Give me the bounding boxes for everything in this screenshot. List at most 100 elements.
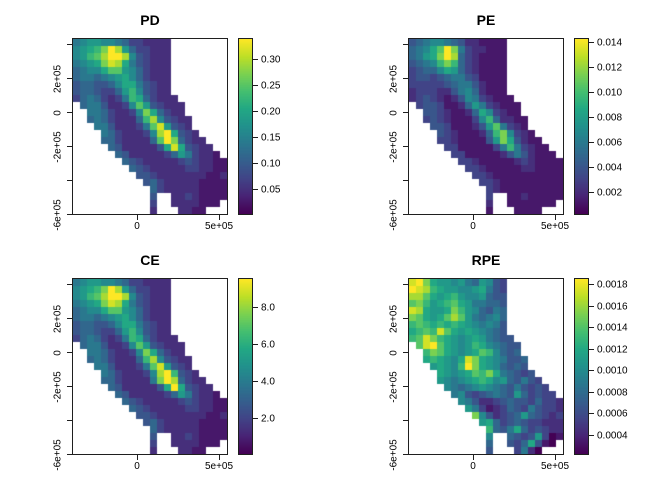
y-tick [403, 352, 408, 353]
colorbar-tick [589, 117, 594, 118]
y-tick [403, 284, 408, 285]
colorbar-tick [589, 42, 594, 43]
y-tick-label: -6e+05 [52, 199, 64, 231]
colorbar-tick [253, 344, 258, 345]
colorbar-tick-label: 6.0 [261, 339, 275, 351]
y-tick [67, 352, 72, 353]
plot-area-rpe [408, 278, 564, 455]
colorbar-tick-label: 0.0018 [597, 279, 628, 291]
colorbar-tick-label: 0.010 [597, 87, 623, 99]
panel-ce: CE 2e+05 0 -2e+05 -6e+05 0 5e+05 2.0 4.0 6.0 8.0 [0, 240, 336, 480]
y-tick-label: -2e+05 [52, 371, 64, 403]
panel-title-pe: PE [476, 12, 496, 28]
x-tick [473, 455, 474, 460]
colorbar-rpe [574, 278, 589, 455]
colorbar-tick [589, 306, 594, 307]
y-tick-label: 0 [388, 350, 400, 356]
colorbar-tick-label: 0.004 [597, 162, 623, 174]
y-tick [67, 318, 72, 319]
y-tick [67, 44, 72, 45]
y-tick [403, 112, 408, 113]
colorbar-pe [574, 38, 589, 215]
y-tick [403, 386, 408, 387]
colorbar-tick [253, 111, 258, 112]
raster-heatmap-pe [409, 39, 563, 214]
x-tick [219, 455, 220, 460]
y-tick [403, 180, 408, 181]
colorbar-tick [253, 307, 258, 308]
y-tick-label: -2e+05 [388, 371, 400, 403]
colorbar-tick [589, 413, 594, 414]
colorbar-tick-label: 0.0008 [597, 387, 628, 399]
colorbar-tick [589, 370, 594, 371]
x-tick [137, 455, 138, 460]
plot-area-pe [408, 38, 564, 215]
colorbar-tick-label: 0.006 [597, 137, 623, 149]
colorbar-tick [589, 167, 594, 168]
colorbar-tick [253, 137, 258, 138]
colorbar-tick [589, 349, 594, 350]
y-tick [67, 180, 72, 181]
colorbar-tick-label: 8.0 [261, 302, 275, 314]
y-tick-label: 2e+05 [388, 304, 400, 334]
colorbar-tick-label: 2.0 [261, 413, 275, 425]
y-tick-label: -6e+05 [52, 439, 64, 471]
x-tick [473, 215, 474, 220]
colorbar-tick-label: 0.25 [261, 80, 281, 92]
raster-heatmap-pd [73, 39, 227, 214]
colorbar-ce [238, 278, 253, 455]
y-tick [403, 146, 408, 147]
colorbar-tick [589, 92, 594, 93]
colorbar-tick [253, 163, 258, 164]
y-tick [67, 214, 72, 215]
colorbar-tick [253, 418, 258, 419]
y-tick-label: -2e+05 [52, 131, 64, 163]
panel-pd: PD 2e+05 0 -2e+05 -6e+05 0 5e+05 0.05 0.10 0.15 0… [0, 0, 336, 240]
raster-heatmap-rpe [409, 279, 563, 454]
y-tick-label: 2e+05 [52, 64, 64, 94]
colorbar-tick-label: 0.05 [261, 184, 281, 196]
colorbar-tick-label: 0.0006 [597, 408, 628, 420]
colorbar-tick-label: 0.0004 [597, 430, 628, 442]
colorbar-tick-label: 0.002 [597, 187, 623, 199]
colorbar-tick-label: 4.0 [261, 376, 275, 388]
colorbar-tick-label: 0.0012 [597, 344, 628, 356]
colorbar-tick-label: 0.0010 [597, 365, 628, 377]
x-tick [137, 215, 138, 220]
y-tick-label: 2e+05 [52, 304, 64, 334]
x-tick-label: 0 [470, 221, 476, 232]
y-tick-label: -6e+05 [388, 439, 400, 471]
y-tick [67, 146, 72, 147]
colorbar-tick-label: 0.012 [597, 62, 623, 74]
colorbar-tick [253, 59, 258, 60]
y-tick-label: -6e+05 [388, 199, 400, 231]
colorbar-tick-label: 0.008 [597, 112, 623, 124]
y-tick-label: 0 [388, 110, 400, 116]
y-tick [403, 420, 408, 421]
y-tick [67, 420, 72, 421]
x-tick [219, 215, 220, 220]
y-tick [67, 386, 72, 387]
colorbar-tick-label: 0.30 [261, 54, 281, 66]
panel-title-rpe: RPE [471, 252, 501, 268]
y-tick [67, 284, 72, 285]
colorbar-tick [589, 435, 594, 436]
colorbar-tick [253, 189, 258, 190]
colorbar-tick [589, 327, 594, 328]
x-tick-label: 5e+05 [204, 221, 234, 232]
colorbar-tick-label: 0.15 [261, 132, 281, 144]
colorbar-tick [253, 85, 258, 86]
colorbar-tick [253, 381, 258, 382]
colorbar-tick [589, 284, 594, 285]
x-tick [555, 455, 556, 460]
colorbar-pd [238, 38, 253, 215]
x-tick-label: 5e+05 [540, 221, 570, 232]
panel-rpe: RPE 2e+05 0 -2e+05 -6e+05 0 5e+05 0.0004 0.0006… [336, 240, 672, 480]
panel-title-pd: PD [140, 12, 160, 28]
plot-area-ce [72, 278, 228, 455]
x-tick-label: 0 [134, 461, 140, 472]
colorbar-tick-label: 0.10 [261, 158, 281, 170]
x-tick-label: 0 [470, 461, 476, 472]
plot-area-pd [72, 38, 228, 215]
